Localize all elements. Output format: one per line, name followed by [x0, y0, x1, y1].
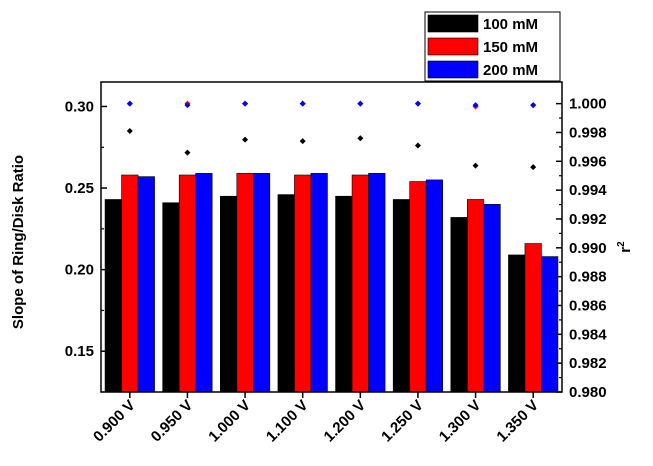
y-tick-label: 0.20	[65, 262, 94, 279]
bars	[104, 173, 559, 393]
x-tick-label: 1.250 V	[378, 397, 427, 446]
legend: 100 mM 150 mM 200 mM	[424, 11, 561, 82]
y-right-tick-label: 0.996	[569, 153, 607, 170]
bar	[277, 194, 295, 393]
right-axis: 0.980 0.982 0.984 0.986 0.988 0.990 0.992 0.994…	[556, 96, 607, 401]
legend-label: 150 mM	[483, 39, 538, 56]
legend-swatch	[427, 37, 479, 56]
r2-marker	[472, 102, 479, 109]
bar	[541, 256, 559, 393]
bar	[162, 202, 180, 393]
r2-marker	[414, 142, 421, 149]
bar	[368, 173, 386, 393]
legend-label: 100 mM	[483, 16, 538, 33]
bar	[195, 173, 213, 393]
legend-swatch	[427, 60, 479, 79]
r2-marker	[299, 138, 306, 145]
x-tick-label: 1.300 V	[436, 397, 485, 446]
x-tick-label: 1.350 V	[493, 397, 542, 446]
y-tick-label: 0.30	[65, 98, 94, 115]
y-right-tick-label: 0.988	[569, 269, 607, 286]
r2-marker	[530, 102, 537, 109]
y-right-tick-label: 0.980	[569, 384, 607, 401]
left-axis: 0.15 0.20 0.25 0.30	[65, 98, 107, 393]
bar	[524, 243, 542, 393]
r2-marker	[184, 102, 191, 109]
bar	[483, 204, 501, 393]
r2-marker	[414, 100, 421, 107]
y-right-tick-label: 0.982	[569, 355, 607, 372]
y-right-tick-label: 0.992	[569, 211, 607, 228]
bar	[178, 174, 196, 393]
bar	[508, 254, 526, 393]
y-right-tick-label: 0.984	[569, 326, 607, 343]
r2-marker	[184, 149, 191, 156]
r2-marker	[357, 100, 364, 107]
bar	[392, 199, 410, 393]
x-tick-label: 1.200 V	[321, 397, 370, 446]
bar	[137, 176, 155, 393]
bar	[236, 173, 254, 393]
r2-marker	[530, 164, 537, 171]
bar	[425, 179, 443, 393]
bar	[351, 174, 369, 393]
y-right-tick-label: 1.000	[569, 96, 607, 113]
bar	[409, 181, 427, 393]
y-tick-label: 0.25	[65, 180, 94, 197]
y-tick-label: 0.15	[65, 343, 94, 360]
y-right-tick-label: 0.998	[569, 124, 607, 141]
bar	[220, 195, 238, 393]
y-right-tick-label: 0.990	[569, 240, 607, 257]
r2-marker	[126, 128, 133, 135]
x-tick-label: 0.950 V	[148, 397, 197, 446]
bar	[335, 195, 353, 393]
legend-label: 200 mM	[483, 62, 538, 79]
r2-marker	[357, 135, 364, 142]
legend-swatch	[427, 14, 479, 33]
y-axis-right-title: r2	[616, 241, 634, 253]
bar	[104, 199, 122, 393]
x-tick-label: 0.900 V	[90, 397, 139, 446]
r2-marker	[126, 100, 133, 107]
r2-marker	[472, 162, 479, 169]
r2-marker	[242, 136, 249, 143]
x-axis: 0.900 V 0.950 V 1.000 V 1.100 V 1.200 V 1.250…	[90, 392, 542, 445]
bar	[467, 199, 485, 393]
y-right-tick-label: 0.986	[569, 297, 607, 314]
r2-marker	[299, 100, 306, 107]
bar	[450, 217, 468, 393]
y-axis-right-title-superscript: 2	[616, 241, 627, 247]
y-axis-right-title-base: r	[617, 247, 634, 253]
y-axis-title: Slope of Ring/Disk Ratio	[10, 155, 27, 329]
r2-marker	[242, 100, 249, 107]
bar	[121, 174, 139, 393]
r2-markers	[126, 100, 537, 171]
x-tick-label: 1.000 V	[205, 397, 254, 446]
plot-frame	[100, 81, 563, 393]
bar	[310, 173, 328, 393]
x-tick-label: 1.100 V	[263, 397, 312, 446]
bar	[294, 174, 312, 393]
bar	[253, 173, 271, 393]
y-right-tick-label: 0.994	[569, 182, 607, 199]
